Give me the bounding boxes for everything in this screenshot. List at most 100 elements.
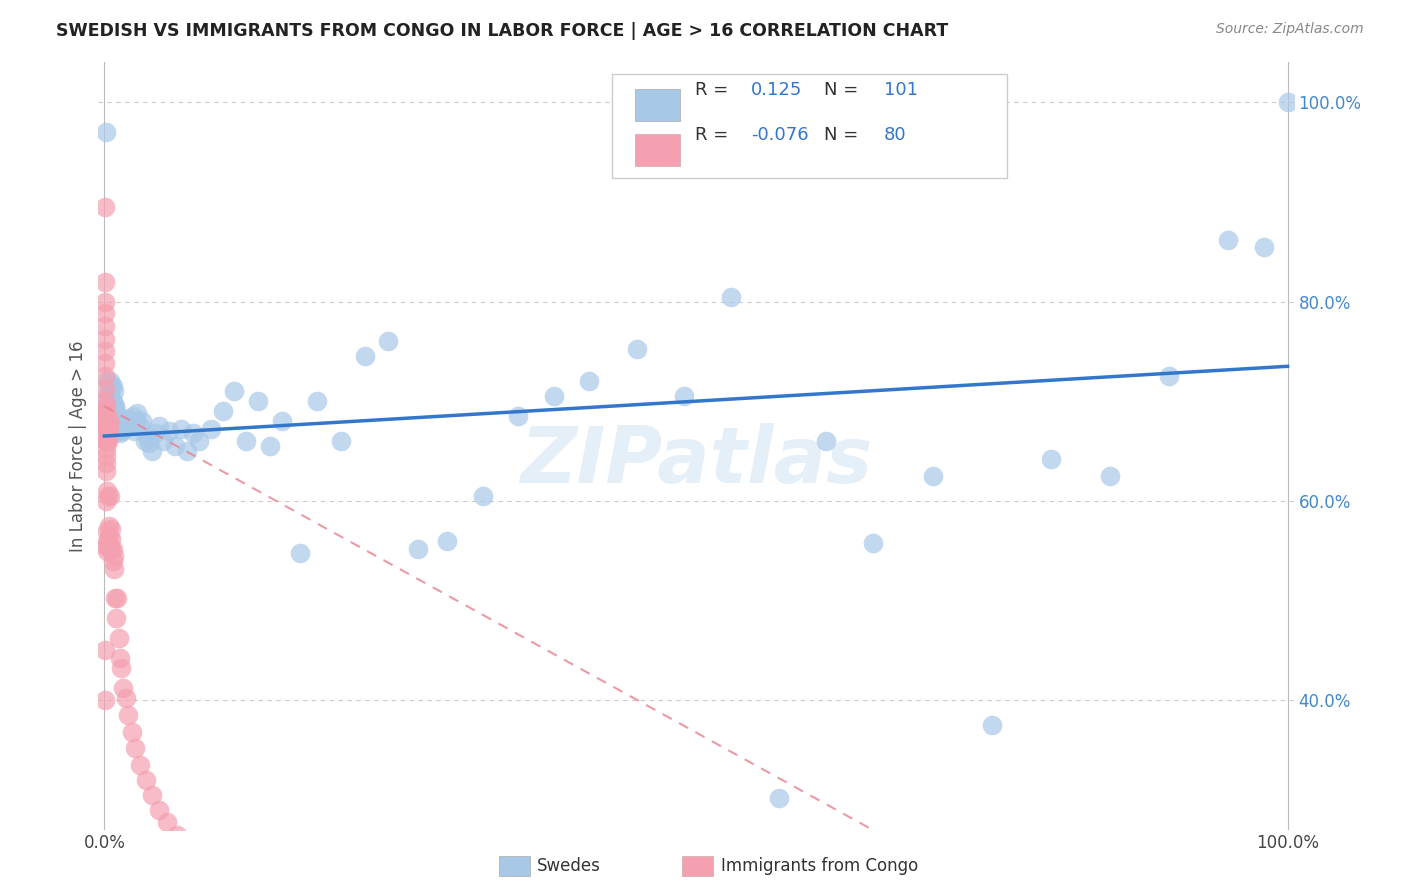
Point xyxy=(97,414,120,428)
Point xyxy=(1039,452,1062,467)
Text: R =: R = xyxy=(695,80,734,99)
Point xyxy=(101,541,124,556)
Text: ZIPatlas: ZIPatlas xyxy=(520,424,872,500)
Point xyxy=(120,414,142,428)
Point xyxy=(110,422,132,436)
Point xyxy=(98,541,121,556)
Point xyxy=(980,718,1002,732)
Point xyxy=(117,708,139,723)
Point xyxy=(97,424,120,438)
Text: Immigrants from Congo: Immigrants from Congo xyxy=(721,857,918,875)
Point xyxy=(94,319,117,334)
Point xyxy=(353,349,375,363)
Point xyxy=(288,546,311,560)
Point xyxy=(101,553,124,567)
Point xyxy=(134,434,156,448)
Point xyxy=(97,414,120,428)
Point xyxy=(94,419,117,434)
Point xyxy=(98,409,121,423)
Point xyxy=(98,389,121,403)
Point xyxy=(235,434,257,448)
Point xyxy=(94,456,117,470)
Text: SWEDISH VS IMMIGRANTS FROM CONGO IN LABOR FORCE | AGE > 16 CORRELATION CHART: SWEDISH VS IMMIGRANTS FROM CONGO IN LABO… xyxy=(56,22,949,40)
Point xyxy=(247,394,270,409)
Point xyxy=(97,489,120,503)
Point xyxy=(176,444,198,458)
Point xyxy=(98,489,121,503)
Point xyxy=(118,419,141,434)
Point xyxy=(673,389,696,403)
Point xyxy=(100,379,122,393)
Point xyxy=(94,493,117,508)
Point xyxy=(307,394,329,409)
Point xyxy=(406,541,429,556)
Point xyxy=(115,412,138,426)
Point xyxy=(136,429,159,443)
Point xyxy=(94,294,117,309)
Point xyxy=(165,439,187,453)
Point xyxy=(100,404,122,418)
Point xyxy=(97,409,120,423)
Point xyxy=(103,561,125,575)
Point xyxy=(436,533,458,548)
Point xyxy=(100,414,122,428)
Point xyxy=(94,200,117,214)
Point xyxy=(98,529,121,543)
Text: N =: N = xyxy=(824,80,863,99)
Text: Swedes: Swedes xyxy=(537,857,600,875)
Point xyxy=(114,414,136,428)
Point xyxy=(98,404,121,418)
Point xyxy=(96,416,118,430)
Point xyxy=(97,539,120,553)
Point xyxy=(104,591,127,606)
Point xyxy=(101,394,124,409)
Point xyxy=(259,439,281,453)
Point xyxy=(100,394,122,409)
Point xyxy=(211,404,233,418)
Point xyxy=(815,434,838,448)
Point xyxy=(105,424,128,438)
Point xyxy=(114,691,136,706)
Point xyxy=(768,790,790,805)
Point xyxy=(97,394,120,409)
Point xyxy=(141,788,163,802)
Point xyxy=(96,409,118,423)
Point xyxy=(100,541,122,556)
Point xyxy=(121,725,143,739)
Text: 101: 101 xyxy=(883,80,918,99)
Point xyxy=(96,389,118,403)
Point xyxy=(1099,469,1122,483)
Point xyxy=(377,334,399,349)
Point xyxy=(94,394,117,409)
Point xyxy=(156,814,179,829)
Point xyxy=(330,434,353,448)
Point xyxy=(94,404,117,418)
Point xyxy=(157,424,180,438)
Point xyxy=(94,125,117,139)
Point xyxy=(94,369,117,384)
Point xyxy=(720,289,742,303)
Point xyxy=(94,693,117,707)
Point xyxy=(96,434,118,448)
Point xyxy=(128,419,150,434)
Point xyxy=(112,681,135,695)
Point xyxy=(472,489,495,503)
Point xyxy=(94,442,117,456)
Point xyxy=(100,409,122,423)
Point xyxy=(94,344,117,359)
Point xyxy=(127,406,149,420)
Point xyxy=(202,864,225,879)
Point xyxy=(96,533,118,548)
Point xyxy=(98,416,121,430)
Point xyxy=(181,425,204,440)
Point xyxy=(103,399,125,413)
Point xyxy=(98,399,121,413)
Point xyxy=(224,384,246,399)
Point xyxy=(188,853,211,867)
Point xyxy=(141,444,163,458)
Point xyxy=(112,422,135,436)
Point xyxy=(94,412,117,426)
Point xyxy=(117,416,139,430)
Text: 0.125: 0.125 xyxy=(751,80,803,99)
Point xyxy=(94,434,117,448)
